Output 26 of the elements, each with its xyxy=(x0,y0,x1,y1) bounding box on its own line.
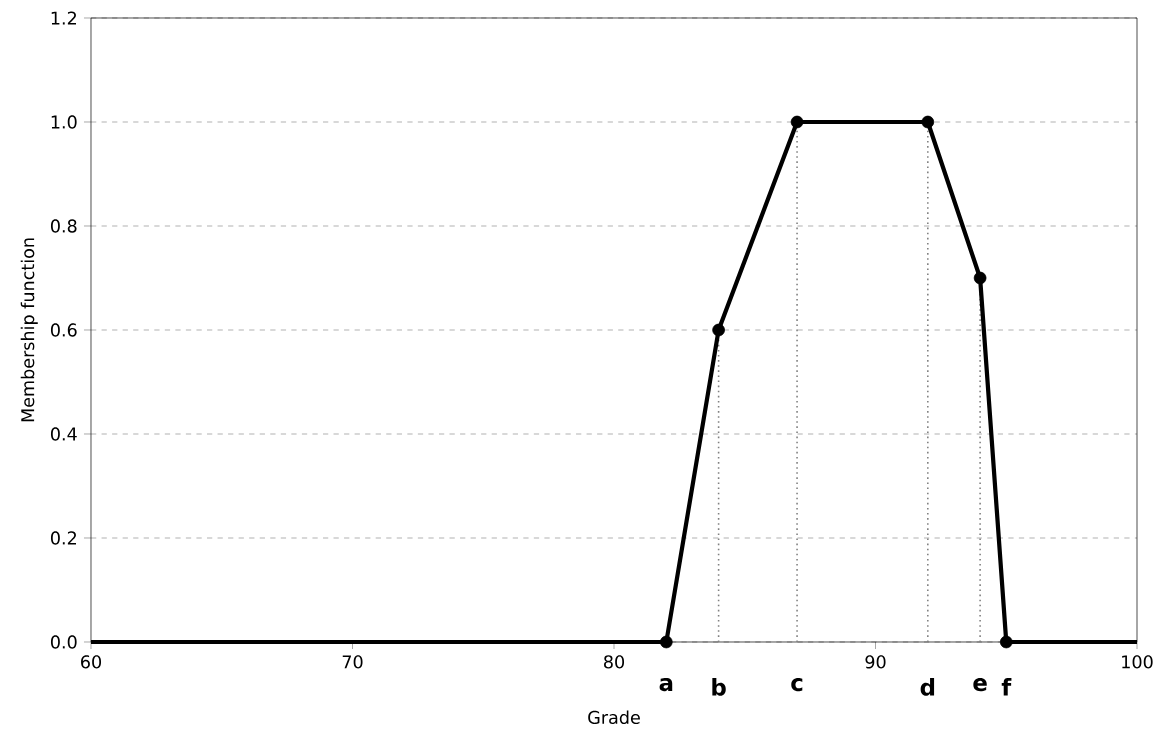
y-tick-label: 0.0 xyxy=(50,635,77,649)
y-tick-label: 1.2 xyxy=(51,11,76,25)
annotation: b xyxy=(712,678,726,696)
y-tick-label: 1.0 xyxy=(51,115,77,129)
annotation: c xyxy=(791,678,803,692)
y-tick-label: 0.4 xyxy=(50,427,77,441)
annotation: a xyxy=(659,678,673,692)
point xyxy=(712,323,725,337)
annotation: f xyxy=(1001,678,1012,696)
y-axis-title: Membership function xyxy=(20,238,38,422)
annotation: e xyxy=(973,678,987,692)
x-tick-label: 80 xyxy=(604,655,625,669)
point xyxy=(790,115,804,129)
x-tick-label: 90 xyxy=(865,655,886,669)
point xyxy=(659,635,673,649)
x-tick-label: 100 xyxy=(1122,655,1153,669)
y-tick-label: 0.2 xyxy=(50,531,76,545)
point xyxy=(973,271,987,285)
y-tick-label: 0.8 xyxy=(50,219,77,233)
x-tick-label: 70 xyxy=(342,655,363,669)
point xyxy=(999,635,1013,649)
point xyxy=(921,115,935,129)
annotation: d xyxy=(920,678,935,696)
x-axis-title: Grade xyxy=(588,710,640,725)
x-tick-label: 60 xyxy=(81,655,102,669)
y-tick-label: 0.6 xyxy=(50,323,77,337)
